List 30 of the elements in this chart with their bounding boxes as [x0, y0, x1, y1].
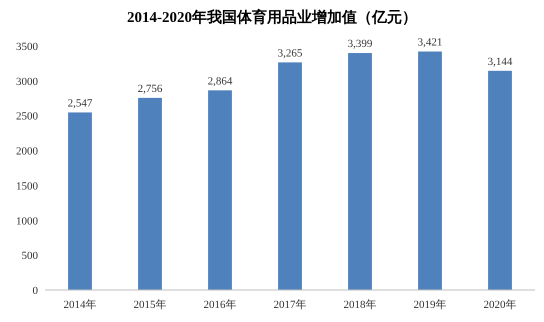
y-tick-label: 0: [32, 285, 38, 297]
x-tick-label: 2014年: [64, 299, 96, 311]
y-tick-label: 1000: [16, 215, 38, 228]
data-label: 2,756: [138, 82, 163, 95]
x-tick-label: 2017年: [274, 299, 306, 311]
y-tick-label: 3500: [16, 41, 38, 53]
bar: [418, 52, 442, 290]
x-tick-label: 2018年: [344, 299, 376, 311]
y-tick-label: 3000: [16, 76, 38, 88]
bar: [138, 98, 162, 290]
y-tick-label: 2000: [16, 146, 38, 158]
bar: [278, 62, 302, 290]
bar: [488, 70, 512, 290]
y-tick-label: 500: [22, 250, 38, 262]
data-label: 2,547: [68, 97, 93, 110]
data-label: 3,421: [418, 36, 442, 49]
data-label: 3,144: [488, 56, 513, 68]
data-label: 3,399: [348, 38, 373, 50]
data-label: 3,265: [278, 47, 303, 60]
bar: [68, 112, 92, 290]
bar: [348, 53, 372, 290]
x-tick-label: 2019年: [414, 299, 446, 311]
data-label: 2,864: [208, 75, 233, 88]
bar: [208, 90, 232, 290]
x-tick-label: 2016年: [204, 299, 236, 311]
y-tick-label: 2500: [16, 110, 38, 123]
x-tick-label: 2015年: [134, 299, 166, 311]
y-tick-label: 1500: [16, 180, 38, 192]
chart-title: 2014-2020年我国体育用品业增加值（亿元）: [127, 8, 417, 26]
x-tick-label: 2020年: [484, 299, 516, 311]
